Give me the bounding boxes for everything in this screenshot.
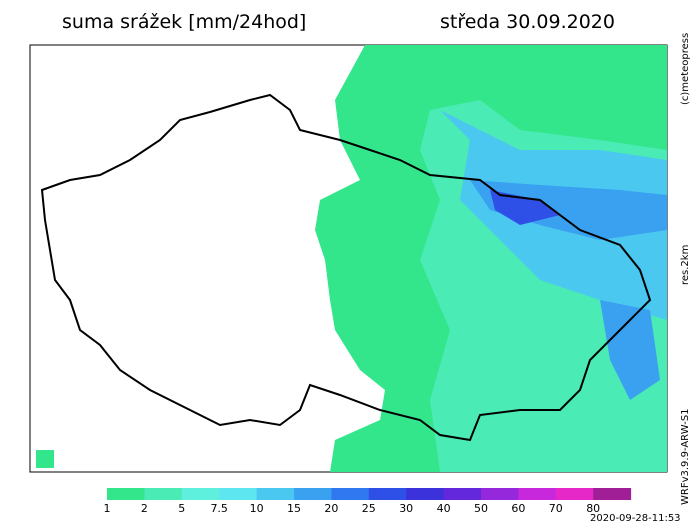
model: WRFv3.9.9-ARW-S1 <box>680 408 691 505</box>
legend-label: 70 <box>549 502 563 515</box>
rain-area <box>600 300 660 400</box>
legend-label: 2 <box>141 502 148 515</box>
rain-area <box>36 450 54 468</box>
legend-swatch <box>593 488 632 500</box>
legend-swatch <box>406 488 445 500</box>
legend-swatch <box>219 488 258 500</box>
legend-swatch <box>555 488 594 500</box>
legend-label: 20 <box>324 502 338 515</box>
legend-label: 30 <box>399 502 413 515</box>
legend-swatch <box>181 488 220 500</box>
legend-swatch <box>443 488 482 500</box>
map <box>29 44 668 473</box>
copyright: (c)meteopress <box>680 33 691 105</box>
legend-label: 25 <box>362 502 376 515</box>
legend-swatch <box>144 488 183 500</box>
legend-label: 60 <box>511 502 525 515</box>
legend-label: 1 <box>104 502 111 515</box>
legend-swatch <box>518 488 557 500</box>
timestamp: 2020-09-28-11:53 <box>590 513 681 524</box>
legend-label: 10 <box>250 502 264 515</box>
legend-label: 5 <box>178 502 185 515</box>
legend-label: 80 <box>586 502 600 515</box>
rain-area <box>490 190 560 225</box>
resolution: res.2km <box>680 245 691 285</box>
date: středa 30.09.2020 <box>440 11 615 33</box>
legend-swatch <box>368 488 407 500</box>
legend-swatch <box>294 488 332 500</box>
legend-label: 7.5 <box>210 502 228 515</box>
legend-swatch <box>256 488 295 500</box>
legend-label: 50 <box>474 502 488 515</box>
country-border <box>40 93 652 442</box>
legend-swatch <box>107 488 145 500</box>
title: suma srážek [mm/24hod] <box>62 11 306 33</box>
legend: 1 2 5 7.5 10 15 20 25 30 40 50 60 70 80 <box>104 488 632 515</box>
legend-label: 40 <box>437 502 451 515</box>
legend-swatch <box>481 488 519 500</box>
rain-area <box>470 180 667 240</box>
legend-swatch <box>331 488 370 500</box>
legend-label: 15 <box>287 502 301 515</box>
